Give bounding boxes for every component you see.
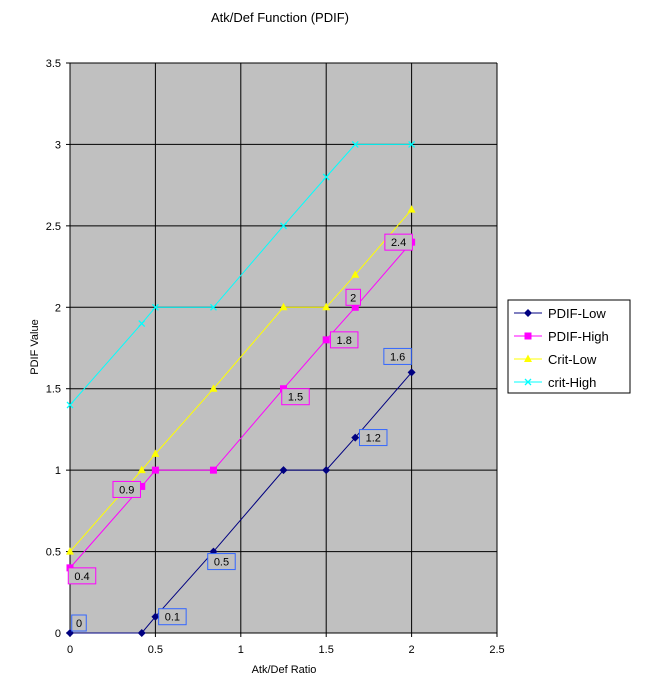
data-label: 0 <box>71 614 87 632</box>
data-point-crit-low <box>66 547 74 555</box>
data-point-crit-high <box>280 222 287 230</box>
series-line-pdif-low <box>70 372 412 634</box>
data-label: 2.4 <box>384 233 413 251</box>
y-tick-label: 1.5 <box>46 384 61 396</box>
data-label: 1.8 <box>329 331 359 349</box>
legend-item-pdif-high: PDIF-High <box>514 329 609 344</box>
data-point-pdif-low <box>322 466 331 475</box>
data-label-text: 1.8 <box>337 335 352 347</box>
data-point-pdif-low <box>151 612 160 621</box>
data-label-box <box>67 567 97 585</box>
data-label: 1.6 <box>383 347 412 365</box>
y-tick-label: 1 <box>55 465 61 477</box>
x-tick-label: 1 <box>238 644 244 656</box>
data-labels: 0 0.1 0.5 1.2 1.6 0.4 0.9 1.5 1.8 2 2.4 <box>67 233 413 632</box>
series-crit-high <box>66 140 416 409</box>
data-point-crit-high <box>138 320 146 328</box>
data-point-crit-low <box>151 449 160 457</box>
data-point-pdif-low <box>279 466 288 475</box>
data-point-pdif-high <box>322 336 330 344</box>
data-label: 0.9 <box>112 480 141 498</box>
y-axis-label: PDIF Value <box>29 319 41 374</box>
legend-marker <box>524 378 532 386</box>
data-point-crit-low <box>137 465 146 474</box>
data-label-box <box>71 614 87 632</box>
data-label: 1.5 <box>281 388 310 406</box>
series-crit-low <box>66 205 416 555</box>
data-point-pdif-high <box>209 466 217 474</box>
legend-marker <box>524 309 532 317</box>
data-label-box <box>281 388 310 406</box>
data-label-text: 1.2 <box>366 433 381 445</box>
data-point-crit-high <box>351 140 359 148</box>
data-label-text: 1.5 <box>288 392 303 404</box>
data-point-pdif-low <box>407 368 416 377</box>
x-tick-label: 2.5 <box>489 644 504 656</box>
data-point-crit-low <box>407 205 416 213</box>
data-point-crit-high <box>66 401 74 409</box>
legend-item-crit-high: crit-High <box>514 375 596 390</box>
data-point-pdif-high <box>151 466 159 474</box>
chart-title: Atk/Def Function (PDIF) <box>211 10 349 25</box>
data-label-text: 0.1 <box>165 612 180 624</box>
data-point-crit-high <box>322 173 330 181</box>
y-tick-label: 3.5 <box>46 58 61 70</box>
legend-label: crit-High <box>548 375 596 390</box>
series-line-crit-low <box>69 209 412 552</box>
data-label-text: 0.5 <box>214 557 229 569</box>
data-point-pdif-low <box>137 629 146 637</box>
y-tick-label: 3 <box>55 139 61 151</box>
y-tick-label: 0 <box>55 628 61 640</box>
y-tick-label: 2 <box>55 302 61 314</box>
series-layer <box>66 140 416 637</box>
data-point-crit-high <box>210 303 217 311</box>
data-point-crit-high <box>151 303 159 311</box>
legend-item-crit-low: Crit-Low <box>514 352 597 367</box>
data-label-box <box>158 608 187 626</box>
data-label: 0.4 <box>67 567 97 585</box>
legend: PDIF-Low PDIF-High Crit-Low crit-High <box>507 299 631 394</box>
data-point-pdif-high <box>351 303 359 311</box>
x-tick-label: 0 <box>67 644 73 656</box>
data-label-text: 2.4 <box>391 237 406 249</box>
data-label-box <box>358 429 388 447</box>
y-tick-label: 0.5 <box>46 547 61 559</box>
x-tick-label: 0.5 <box>148 644 163 656</box>
data-label-box <box>329 331 359 349</box>
data-label-text: 1.6 <box>390 351 405 363</box>
x-axis-label: Atk/Def Ratio <box>252 664 317 676</box>
data-label: 0.5 <box>207 553 236 571</box>
y-tick-label: 2.5 <box>46 221 61 233</box>
data-label-box <box>112 480 141 498</box>
legend-marker <box>524 354 532 362</box>
data-point-crit-low <box>279 302 288 311</box>
data-label-text: 0 <box>76 618 82 630</box>
data-label-text: 0.4 <box>74 571 89 583</box>
data-point-crit-low <box>209 384 218 392</box>
data-label: 0.1 <box>158 608 187 626</box>
data-label: 1.2 <box>358 429 388 447</box>
data-label-text: 0.9 <box>119 484 134 496</box>
data-label-box <box>345 288 361 306</box>
legend-marker <box>524 332 532 340</box>
plot-area <box>70 63 497 633</box>
data-label: 2 <box>345 288 361 306</box>
data-point-crit-high <box>408 140 416 148</box>
data-point-crit-low <box>351 270 360 278</box>
data-point-pdif-high <box>138 482 146 490</box>
data-label-box <box>383 347 412 365</box>
legend-item-pdif-low: PDIF-Low <box>514 306 606 321</box>
data-point-crit-low <box>322 302 331 311</box>
x-tick-label: 2 <box>409 644 415 656</box>
x-tick-label: 1.5 <box>319 644 334 656</box>
legend-label: PDIF-High <box>548 329 609 344</box>
legend-label: PDIF-Low <box>548 306 606 321</box>
data-point-pdif-low <box>351 433 360 442</box>
legend-label: Crit-Low <box>548 352 597 367</box>
data-label-box <box>207 553 236 571</box>
data-label-text: 2 <box>350 292 356 304</box>
data-label-box <box>384 233 413 251</box>
